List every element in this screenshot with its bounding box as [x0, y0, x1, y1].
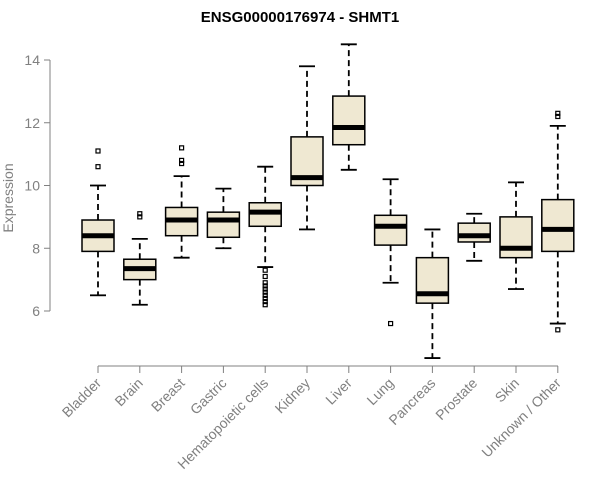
x-tick-label: Kidney: [272, 375, 314, 417]
x-tick-label: Breast: [148, 375, 188, 415]
outlier-point: [555, 327, 561, 333]
outlier-point: [95, 164, 101, 170]
y-tick-label: 10: [24, 178, 40, 194]
outlier-point: [262, 286, 268, 292]
x-tick-label: Lung: [363, 375, 396, 408]
y-tick-label: 14: [24, 52, 40, 68]
chart-title: ENSG00000176974 - SHMT1: [201, 9, 399, 26]
outlier-point: [179, 157, 185, 163]
box-group-3: [206, 187, 241, 250]
x-tick-label: Bladder: [59, 375, 105, 421]
outlier-point: [262, 267, 268, 273]
outlier-point: [179, 160, 185, 167]
iqr-box: [457, 222, 491, 243]
box-group-9: [457, 212, 491, 262]
x-tick-label: Prostate: [432, 375, 480, 423]
outlier-point: [262, 302, 268, 308]
iqr-box: [206, 211, 241, 239]
outlier-point: [179, 145, 185, 151]
box-group-11: [541, 110, 575, 333]
x-tick-label: Unknown / Other: [478, 375, 564, 461]
outlier-point: [262, 292, 268, 298]
iqr-box: [415, 256, 450, 304]
outlier-point: [262, 280, 268, 286]
x-tick-label: Skin: [492, 375, 523, 406]
box-group-4: [248, 165, 282, 308]
outlier-point: [555, 113, 561, 120]
outlier-point: [137, 211, 143, 217]
box-group-7: [373, 178, 408, 327]
box-group-2: [164, 145, 199, 259]
y-tick-label: 8: [32, 240, 40, 256]
x-tick-label: Liver: [322, 375, 355, 408]
y-ticks: 6 8 10 12 14: [24, 52, 50, 319]
outlier-point: [388, 320, 394, 327]
box-group-6: [332, 43, 366, 171]
iqr-box: [541, 198, 575, 253]
outlier-point: [262, 295, 268, 302]
y-tick-label: 12: [24, 115, 40, 131]
box-group-10: [499, 181, 533, 290]
box-group-1: [123, 211, 157, 306]
iqr-box: [499, 216, 533, 259]
outlier-point: [95, 148, 101, 154]
iqr-box: [373, 214, 408, 246]
outlier-point: [262, 289, 268, 295]
y-tick-label: 6: [32, 303, 40, 319]
box-group-8: [415, 228, 450, 359]
outlier-point: [555, 110, 561, 116]
outlier-point: [262, 273, 268, 280]
iqr-box: [332, 95, 366, 146]
outlier-point: [262, 283, 268, 289]
box-group-5: [290, 65, 324, 231]
x-tick-label: Brain: [111, 375, 145, 409]
outlier-point: [137, 214, 143, 220]
box-group-0: [81, 148, 115, 297]
y-axis-label: Expression: [0, 163, 16, 232]
outlier-point: [262, 298, 268, 305]
boxes: [81, 43, 575, 359]
